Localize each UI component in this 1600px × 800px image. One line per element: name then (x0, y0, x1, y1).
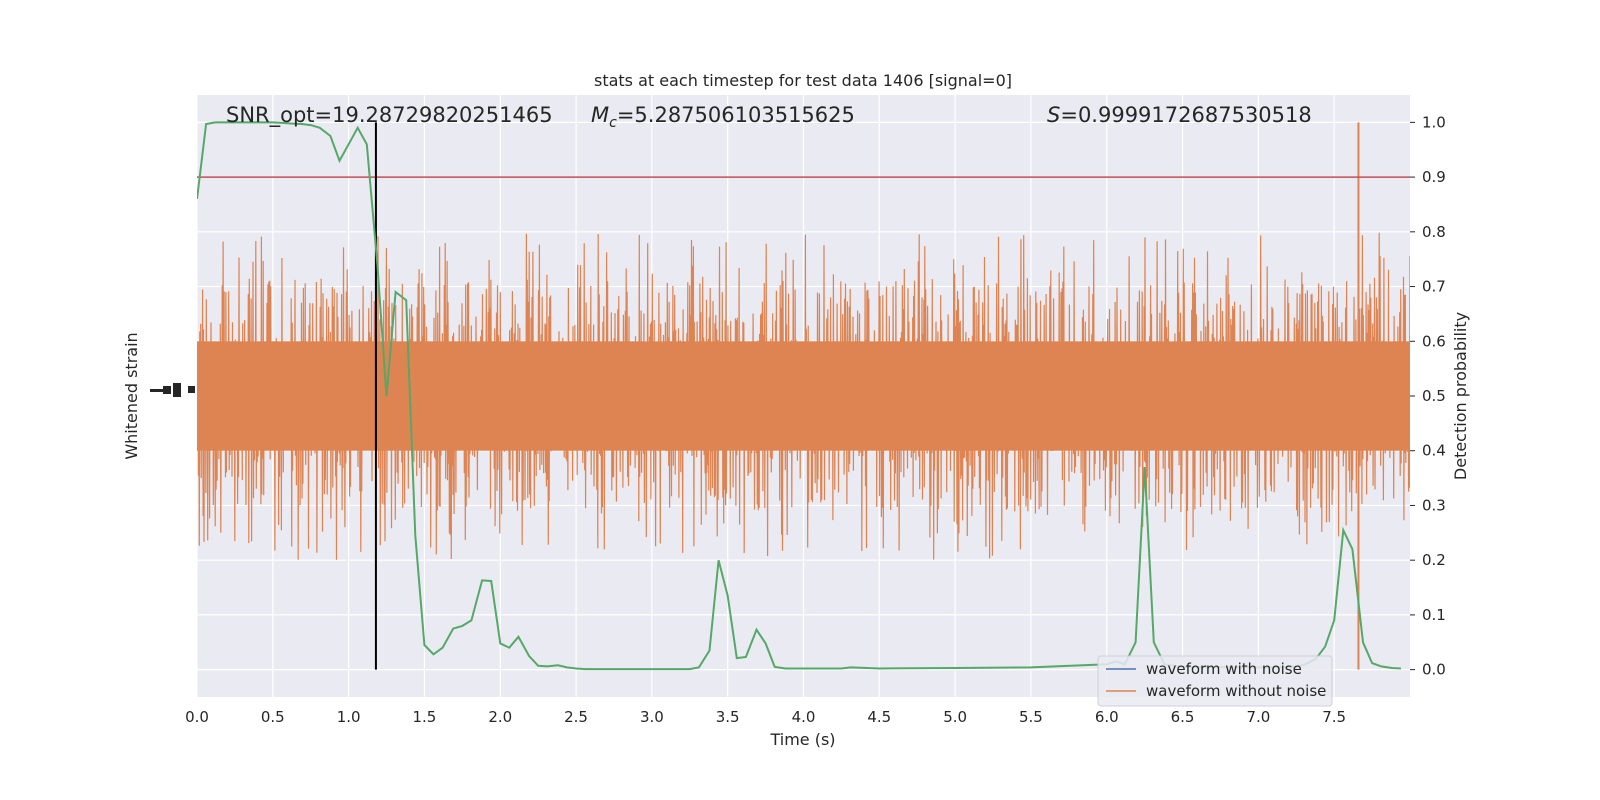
x-axis-label: Time (s) (769, 730, 835, 749)
x-tick-label: 6.0 (1095, 708, 1119, 726)
x-axis-ticks: 0.0 0.5 1.0 1.5 2.0 2.5 3.0 3.5 4.0 4.5 5.0 5.5 6.0 6… (185, 708, 1346, 726)
right-axis-label: Detection probability (1451, 312, 1470, 480)
x-tick-label: 7.5 (1322, 708, 1346, 726)
right-axis-ticks: 0.0 0.1 0.2 0.3 0.4 0.5 0.6 0.7 0.8 0.9 1.0 (1410, 113, 1446, 679)
x-tick-label: 0.5 (261, 708, 285, 726)
y-tick-label: 0.2 (1422, 551, 1446, 569)
y-tick-label: 0.9 (1422, 168, 1446, 186)
left-axis-overlapping-ticks (150, 383, 195, 397)
x-tick-label: 5.5 (1019, 708, 1043, 726)
waveform-without-noise-series (197, 122, 1410, 670)
x-tick-label: 3.0 (640, 708, 664, 726)
snr-annotation: SNR_opt=19.28729820251465 (226, 103, 553, 128)
x-tick-label: 6.5 (1171, 708, 1195, 726)
x-tick-label: 4.5 (867, 708, 891, 726)
x-tick-label: 4.0 (792, 708, 816, 726)
x-tick-label: 2.0 (488, 708, 512, 726)
y-tick-label: 0.1 (1422, 606, 1446, 624)
y-tick-label: 0.4 (1422, 442, 1446, 460)
y-tick-label: 0.5 (1422, 387, 1446, 405)
y-tick-label: 0.0 (1422, 661, 1446, 679)
legend-label-without-noise: waveform without noise (1146, 682, 1326, 700)
left-axis-label: Whitened strain (122, 332, 141, 459)
legend-box (1097, 655, 1333, 707)
x-tick-label: 2.5 (564, 708, 588, 726)
x-tick-label: 3.5 (716, 708, 740, 726)
x-tick-label: 7.0 (1246, 708, 1270, 726)
y-tick-label: 1.0 (1422, 113, 1446, 131)
waveform-core-band (197, 341, 1410, 451)
y-tick-label: 0.7 (1422, 278, 1446, 296)
x-tick-label: 1.5 (413, 708, 437, 726)
legend-label-with-noise: waveform with noise (1146, 660, 1302, 678)
x-tick-label: 5.0 (943, 708, 967, 726)
y-tick-label: 0.3 (1422, 496, 1446, 514)
x-tick-label: 0.0 (185, 708, 209, 726)
x-tick-label: 1.0 (337, 708, 361, 726)
score-annotation: S=0.9999172687530518 (1047, 103, 1312, 127)
chirp-mass-annotation: Mc=5.287506103515625 (591, 103, 855, 131)
y-tick-label: 0.8 (1422, 223, 1446, 241)
chart-title: stats at each timestep for test data 140… (594, 71, 1012, 90)
y-tick-label: 0.6 (1422, 332, 1446, 350)
legend: waveform with noise waveform without noi… (1097, 655, 1333, 707)
